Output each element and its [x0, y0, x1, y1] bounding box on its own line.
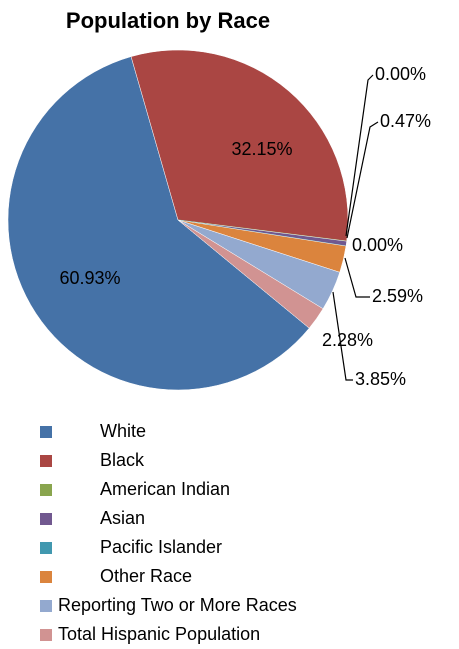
leader-line	[345, 74, 374, 237]
chart-title: Population by Race	[66, 8, 270, 33]
legend-label: Black	[100, 450, 145, 470]
data-label: 32.15%	[231, 139, 292, 159]
legend-swatch	[40, 426, 52, 438]
legend-swatch	[40, 513, 52, 525]
data-label: 0.00%	[375, 64, 426, 84]
leader-line	[344, 257, 370, 298]
data-label: 2.59%	[372, 286, 423, 306]
legend-swatch	[40, 542, 52, 554]
legend-swatch	[40, 484, 52, 496]
legend-label: Other Race	[100, 566, 192, 586]
legend-swatch	[40, 455, 52, 467]
legend-swatch	[40, 600, 52, 612]
pie-slice	[177, 219, 324, 329]
legend-label: American Indian	[100, 479, 230, 499]
leader-line	[332, 291, 353, 381]
pie-slice	[130, 49, 349, 242]
legend-label: Total Hispanic Population	[58, 624, 260, 644]
legend-label: Reporting Two or More Races	[58, 595, 297, 615]
data-label: 2.28%	[322, 330, 373, 350]
legend-swatch	[40, 629, 52, 641]
pie-slice	[7, 56, 310, 391]
data-label: 3.85%	[355, 369, 406, 389]
data-label: 0.00%	[352, 235, 403, 255]
data-label: 0.47%	[380, 111, 431, 131]
legend-label: Asian	[100, 508, 145, 528]
legend-label: Pacific Islander	[100, 537, 222, 557]
data-label: 60.93%	[59, 268, 120, 288]
legend-label: White	[100, 421, 146, 441]
legend-swatch	[40, 571, 52, 583]
leader-line	[346, 121, 379, 239]
